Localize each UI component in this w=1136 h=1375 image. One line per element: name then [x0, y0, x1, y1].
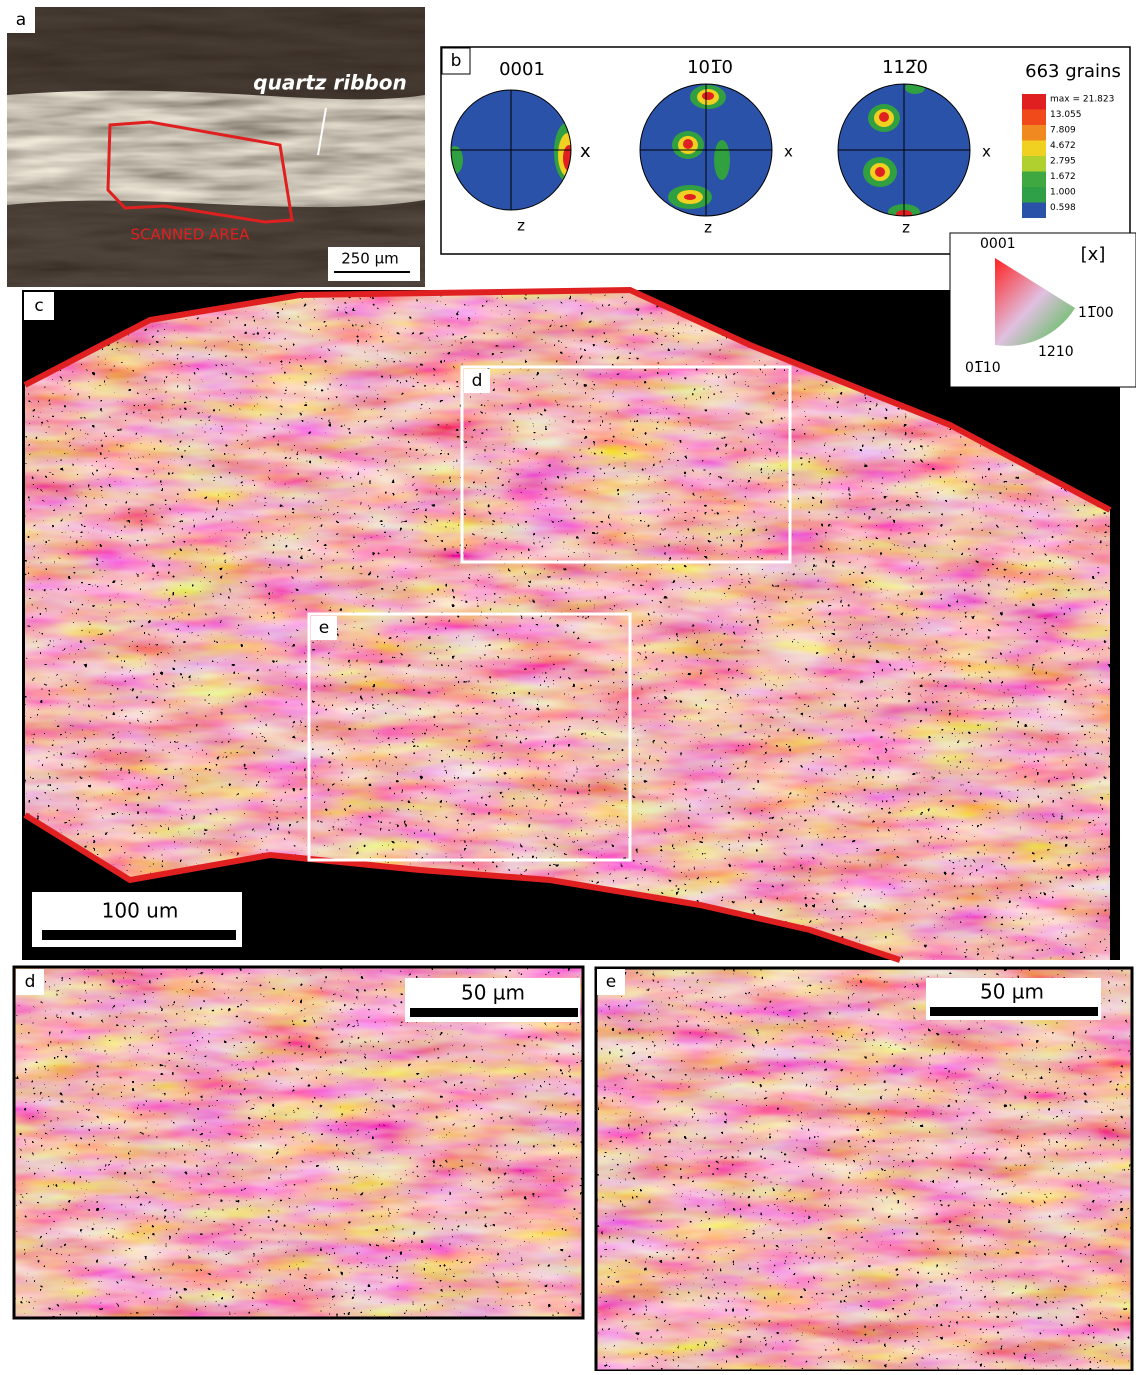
color-swatch [1022, 125, 1046, 141]
ipf-triangle [995, 258, 1075, 346]
pole-figure-title: 112̅0 [882, 57, 928, 78]
color-scale-label: 0.598 [1050, 203, 1076, 213]
scale-bar [42, 930, 236, 940]
scanned-area [106, 120, 294, 224]
dark-band [7, 7, 425, 100]
ipf-label: 0001 [980, 236, 1016, 252]
panel-d: d 50 µm [12, 965, 585, 1320]
label-box [24, 292, 54, 320]
panel-a: a quartz ribbon SCANNED AREA 250 µm [7, 7, 425, 287]
axis-label: x [580, 141, 591, 162]
pole-figure-title: 0001 [499, 59, 545, 80]
panel-b: b 0001 x [440, 46, 1131, 255]
color-swatch [1022, 187, 1046, 203]
label-box [441, 47, 471, 75]
axis-label: x [982, 143, 991, 161]
ebsd-map [14, 967, 583, 1318]
panel-label: d [25, 972, 36, 992]
inset-label: d [472, 371, 483, 391]
ipf-label: 01̅10 [965, 360, 1001, 376]
panel-label: a [16, 10, 26, 30]
boundary-line [23, 286, 1112, 513]
color-swatch [1022, 140, 1046, 156]
annotation-line [317, 107, 327, 156]
panel-e: e 50 µm [594, 966, 1134, 1373]
scale-bar-label: 100 um [102, 899, 179, 923]
pole-figure-title: 101̅0 [687, 57, 733, 78]
color-scale: max = 21.823 13.055 7.809 4.672 2.795 1.672 1.… [1022, 94, 1114, 218]
inset-box [460, 365, 792, 564]
label-box [464, 369, 490, 393]
inset-label: e [319, 618, 329, 638]
scale-bar-label: 50 µm [461, 981, 525, 1005]
color-scale-label: max = 21.823 [1050, 95, 1114, 105]
color-swatch [1022, 156, 1046, 172]
color-scale-label: 2.795 [1050, 157, 1076, 167]
boundary-line [23, 812, 901, 963]
panel-label: c [34, 296, 43, 316]
axis-label: z [902, 219, 910, 237]
scale-bar [410, 1008, 578, 1017]
axis-label: z [704, 219, 712, 237]
label-box [7, 7, 35, 33]
scale-bar-label: 50 µm [980, 980, 1044, 1004]
color-swatch [1022, 202, 1046, 218]
axis-label: z [517, 217, 525, 235]
color-swatch [1022, 94, 1046, 110]
scale-bar [930, 1007, 1098, 1016]
label-box [597, 969, 625, 995]
label-box [311, 616, 337, 640]
scale-bar-label: 250 µm [341, 250, 399, 268]
ebsd-map [595, 967, 1133, 1371]
dark-band [7, 200, 425, 287]
panel-label: b [451, 51, 462, 71]
color-swatch [1022, 171, 1046, 187]
ipf-key: 0001 [x] 11̅00 1210 01̅10 [949, 232, 1136, 388]
inset-box [307, 612, 632, 862]
annotation: quartz ribbon [253, 71, 406, 95]
color-swatch [1022, 109, 1046, 125]
region-label: SCANNED AREA [131, 226, 251, 244]
label-box [16, 969, 44, 995]
ipf-label: 11̅00 [1078, 305, 1114, 321]
panel-label: e [606, 972, 616, 992]
color-scale-label: 13.055 [1050, 110, 1082, 120]
scale-box [328, 247, 420, 281]
ipf-label: 1210 [1038, 344, 1074, 360]
grain-count: 663 grains [1025, 61, 1121, 82]
ipf-label: [x] [1081, 244, 1106, 265]
color-scale-label: 1.000 [1050, 188, 1076, 198]
color-scale-label: 1.672 [1050, 172, 1076, 182]
axis-label: x [784, 143, 793, 161]
panel-frame [12, 965, 585, 1320]
panel-c: d e c 100 um [22, 286, 1120, 963]
color-scale-label: 7.809 [1050, 126, 1076, 136]
color-scale-label: 4.672 [1050, 141, 1076, 151]
